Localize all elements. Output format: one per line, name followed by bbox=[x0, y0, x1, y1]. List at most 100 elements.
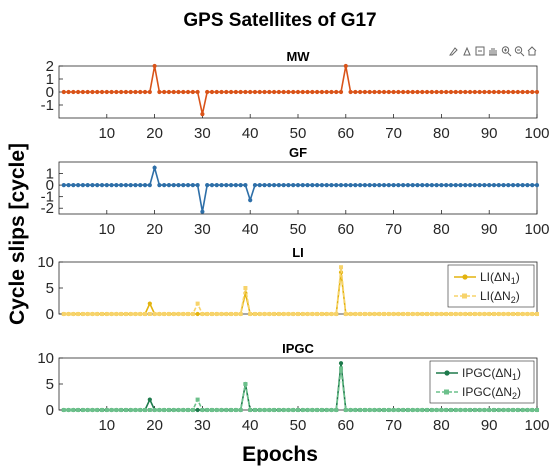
data-point bbox=[525, 312, 530, 316]
data-point bbox=[453, 183, 458, 188]
data-point bbox=[157, 408, 162, 412]
data-point bbox=[377, 89, 382, 95]
x-tick-label: 90 bbox=[481, 125, 498, 142]
data-point bbox=[185, 183, 191, 188]
data-point bbox=[90, 408, 95, 412]
data-point bbox=[420, 408, 425, 412]
legend-box bbox=[447, 264, 535, 308]
data-point bbox=[381, 183, 387, 188]
data-point bbox=[61, 89, 66, 95]
y-tick-label: 0 bbox=[46, 84, 54, 101]
x-tick-label: 60 bbox=[337, 417, 354, 434]
data-tip-icon[interactable] bbox=[463, 46, 471, 56]
data-point bbox=[396, 408, 401, 412]
data-point bbox=[515, 408, 520, 412]
y-tick-label: 10 bbox=[37, 254, 54, 271]
data-point bbox=[152, 408, 157, 412]
data-point bbox=[372, 408, 377, 412]
data-point bbox=[425, 312, 430, 316]
data-point bbox=[257, 312, 262, 316]
data-point bbox=[95, 312, 100, 316]
data-point bbox=[229, 312, 234, 316]
data-point bbox=[401, 408, 406, 412]
axes-frame bbox=[58, 161, 538, 215]
data-point bbox=[348, 312, 353, 316]
data-point bbox=[181, 89, 186, 95]
data-point bbox=[162, 183, 167, 188]
data-point bbox=[190, 89, 195, 95]
data-point bbox=[401, 312, 406, 316]
data-point bbox=[272, 183, 277, 188]
export-icon[interactable] bbox=[475, 46, 485, 56]
data-point bbox=[109, 312, 114, 316]
data-point bbox=[319, 183, 324, 188]
data-point bbox=[315, 408, 320, 412]
data-point bbox=[515, 89, 520, 95]
data-point bbox=[362, 183, 368, 188]
data-point bbox=[109, 89, 114, 95]
data-point bbox=[510, 89, 516, 95]
subplot-gf: GF -2-101 10 20 30 40 50 60 70 80 90 100 bbox=[41, 145, 550, 238]
series-mw bbox=[61, 63, 540, 117]
data-point bbox=[386, 312, 391, 316]
data-point bbox=[262, 89, 267, 95]
data-point bbox=[534, 89, 540, 95]
data-point bbox=[205, 408, 210, 412]
x-tick-label: 80 bbox=[433, 417, 450, 434]
data-point bbox=[300, 89, 305, 95]
data-point bbox=[511, 312, 516, 316]
data-point bbox=[334, 408, 339, 412]
data-point bbox=[295, 89, 301, 95]
data-point bbox=[300, 183, 305, 188]
data-point bbox=[506, 408, 511, 412]
data-point bbox=[181, 183, 186, 188]
x-tick-label: 50 bbox=[290, 417, 307, 434]
data-point bbox=[291, 408, 296, 412]
data-point bbox=[305, 89, 310, 95]
data-point bbox=[396, 312, 401, 316]
data-point bbox=[444, 312, 449, 316]
data-point bbox=[501, 183, 506, 188]
legend-marker bbox=[444, 389, 449, 395]
zoom-out-icon[interactable] bbox=[514, 46, 525, 57]
pan-icon[interactable] bbox=[489, 48, 497, 56]
data-point bbox=[195, 183, 200, 188]
x-tick-label: 10 bbox=[98, 417, 115, 434]
data-point bbox=[147, 183, 152, 188]
data-point bbox=[405, 408, 410, 412]
home-icon[interactable] bbox=[527, 46, 537, 56]
data-point bbox=[520, 89, 525, 95]
data-point bbox=[176, 89, 181, 95]
data-point bbox=[209, 312, 214, 316]
data-point bbox=[506, 183, 511, 188]
data-point bbox=[511, 408, 516, 412]
data-point bbox=[377, 312, 382, 316]
data-point bbox=[305, 312, 310, 316]
axes-toolbar[interactable] bbox=[449, 46, 537, 57]
x-tick-label: 20 bbox=[146, 417, 163, 434]
brush-icon[interactable] bbox=[449, 47, 458, 56]
data-point bbox=[190, 312, 195, 316]
data-point bbox=[238, 312, 243, 316]
data-point bbox=[491, 312, 496, 316]
data-point bbox=[329, 89, 334, 95]
zoom-in-icon[interactable] bbox=[501, 46, 512, 57]
data-point bbox=[71, 408, 76, 412]
data-point bbox=[319, 312, 324, 316]
data-point bbox=[358, 408, 363, 412]
data-point bbox=[420, 312, 425, 316]
data-point bbox=[171, 312, 176, 316]
data-point bbox=[295, 183, 301, 188]
data-point bbox=[229, 408, 234, 412]
data-point bbox=[329, 408, 334, 412]
data-point bbox=[348, 183, 353, 188]
data-point bbox=[85, 312, 90, 316]
data-point bbox=[224, 183, 229, 188]
data-point bbox=[257, 183, 262, 188]
data-point bbox=[343, 63, 348, 69]
series-li-n2- bbox=[61, 265, 539, 316]
y-tick-label: -2 bbox=[41, 200, 54, 217]
data-point bbox=[358, 183, 363, 188]
data-point bbox=[90, 183, 95, 188]
data-point bbox=[171, 89, 176, 95]
